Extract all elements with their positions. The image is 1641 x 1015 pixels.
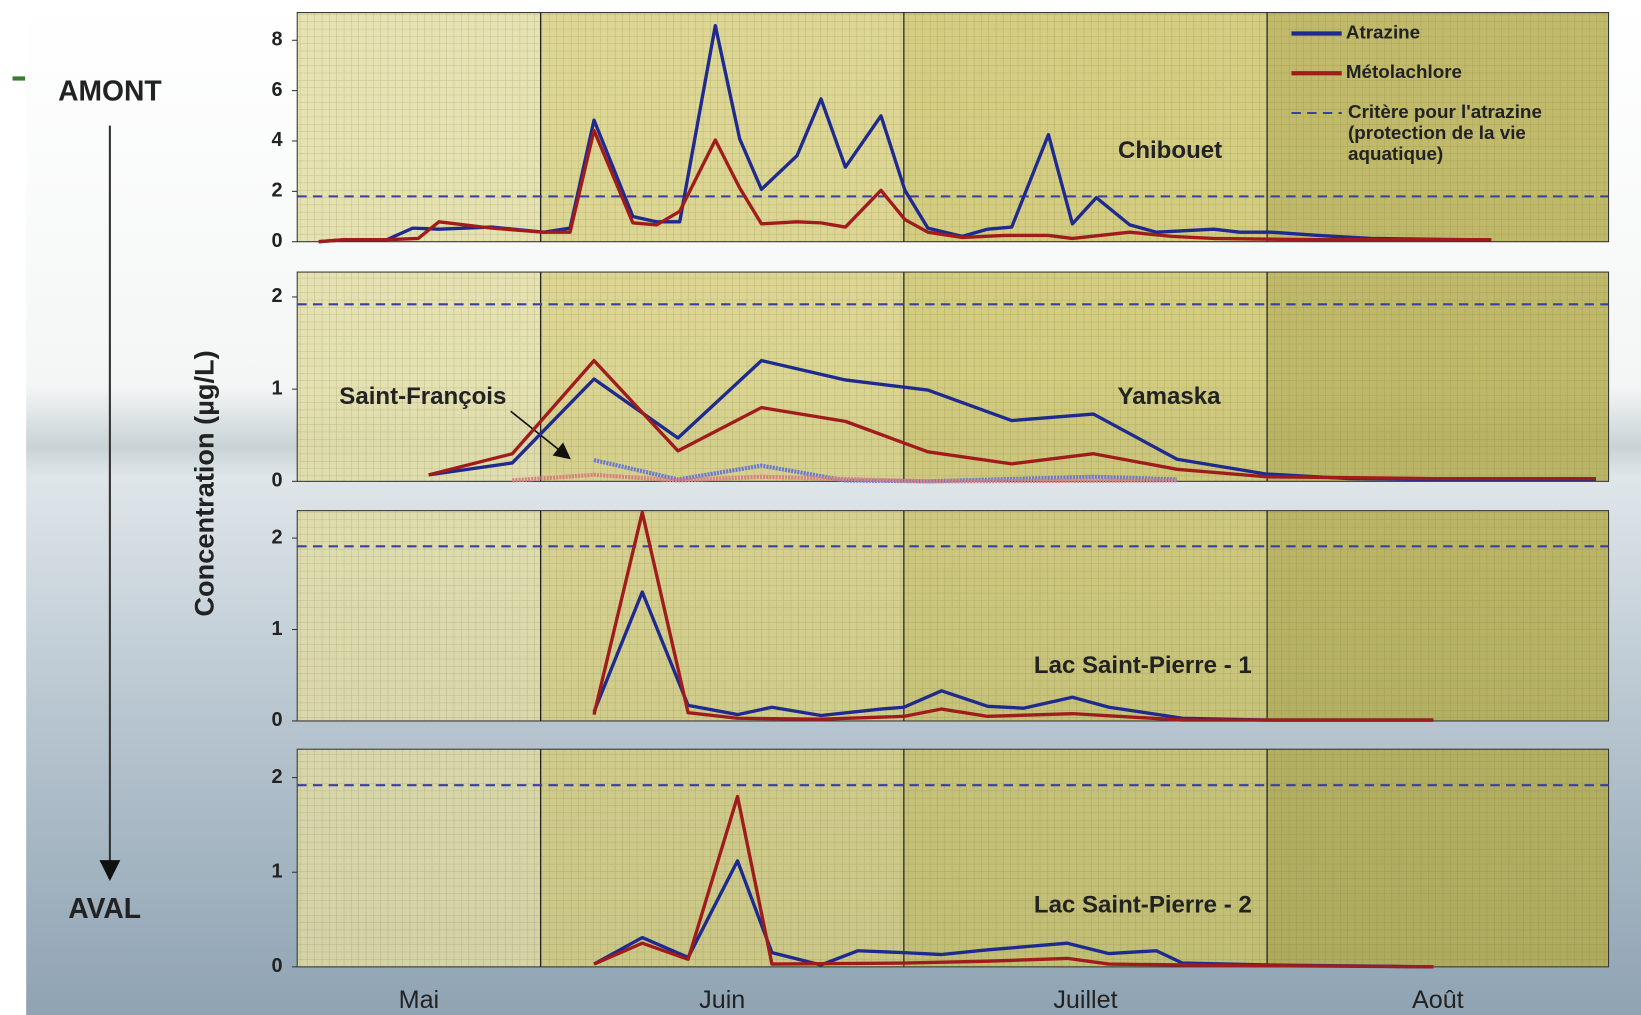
panel-title: Lac Saint-Pierre - 1 (1034, 652, 1252, 679)
inset-label: Saint-François (339, 383, 506, 410)
panel-title: Lac Saint-Pierre - 2 (1034, 892, 1252, 919)
panel-title: Yamaska (1118, 383, 1222, 410)
y-tick-label: 0 (272, 230, 283, 252)
page: {"page": {"upstream": "AMONT", "downstre… (0, 0, 1641, 1015)
panel-title: Chibouet (1118, 137, 1222, 164)
y-tick-label: 4 (272, 129, 283, 151)
y-tick-label: 2 (272, 526, 283, 548)
y-axis-label: Concentration (µg/L) (188, 350, 219, 616)
y-tick-label: 0 (272, 955, 283, 977)
y-tick-label: 2 (272, 180, 283, 202)
x-tick-label: Mai (399, 986, 439, 1014)
x-tick-label: Juin (699, 986, 745, 1014)
legend-label-box: Critère pour l'atrazine (protection de l… (1348, 102, 1599, 171)
y-tick-label: 1 (272, 618, 283, 640)
upstream-label: AMONT (58, 75, 162, 107)
bullet (13, 76, 26, 80)
y-tick-label: 1 (272, 377, 283, 399)
plot-grid (297, 749, 1608, 967)
y-tick-label: 0 (272, 709, 283, 731)
panels: 0 2 4 6 8 Chibouet 0 1 2 Saint-François Yamaska 0 1 2… (272, 13, 1609, 1014)
x-tick-label: Juillet (1053, 986, 1117, 1014)
y-tick-label: 1 (272, 860, 283, 882)
chart: AMONT AVAL Concentration (µg/L) 0 2 4 6 8 Chi… (0, 0, 1641, 1015)
plot-grid (297, 511, 1608, 721)
legend-label: Atrazine (1346, 21, 1420, 42)
y-tick-label: 2 (272, 285, 283, 307)
downstream-label: AVAL (68, 892, 141, 924)
legend-label: Critère pour l'atrazine (protection de l… (1348, 102, 1599, 165)
x-tick-label: Août (1412, 986, 1464, 1014)
legend-label: Métolachlore (1346, 61, 1462, 82)
y-tick-label: 6 (272, 79, 283, 101)
y-tick-label: 8 (272, 29, 283, 51)
y-tick-label: 0 (272, 470, 283, 492)
y-tick-label: 2 (272, 766, 283, 788)
